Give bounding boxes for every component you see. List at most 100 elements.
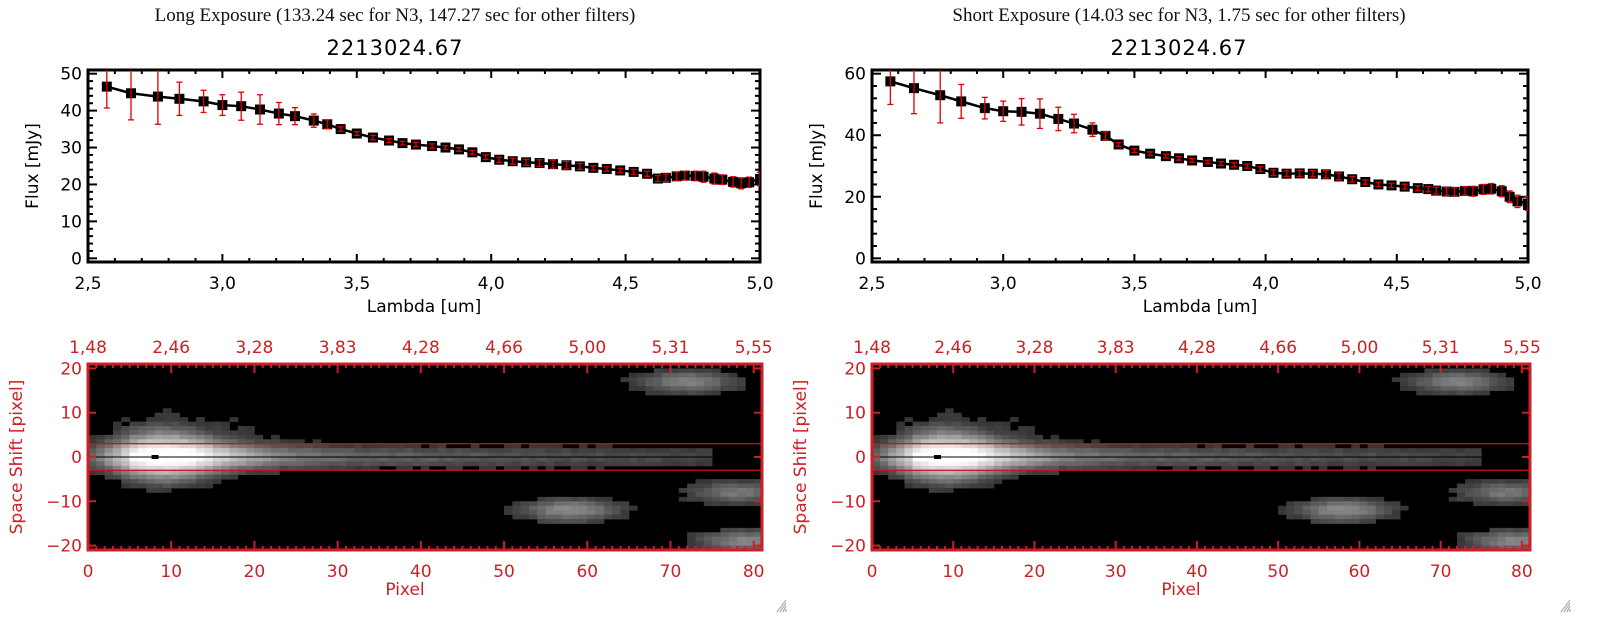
x-tick-label: 80	[1511, 562, 1533, 582]
error-bar	[1375, 181, 1382, 188]
error-bar	[1309, 169, 1316, 178]
y-tick-label: 0	[71, 448, 82, 468]
error-bar	[523, 158, 530, 166]
peak-marker	[933, 455, 941, 459]
error-bar	[1336, 172, 1343, 181]
error-bar	[730, 176, 737, 188]
error-bar	[1018, 97, 1025, 126]
error-bar	[673, 171, 680, 182]
y-tick-label: 20	[60, 359, 82, 379]
error-bar	[576, 162, 583, 170]
x-tick-label: 0	[867, 562, 878, 582]
error-bar	[746, 176, 753, 189]
error-bar	[1525, 196, 1528, 211]
x-tick-label: 20	[244, 562, 266, 582]
error-bar	[1131, 148, 1138, 154]
y-tick-label: 20	[60, 175, 82, 195]
error-bar	[386, 138, 393, 144]
y-tick-label: 0	[855, 448, 866, 468]
error-bar	[719, 174, 726, 186]
error-bar	[590, 164, 597, 171]
exposure-title: Short Exposure (14.03 sec for N3, 1.75 s…	[952, 5, 1406, 26]
exposure-title: Long Exposure (133.24 sec for N3, 147.27…	[154, 5, 636, 26]
x-axis-label: Lambda [um]	[1143, 297, 1257, 317]
error-bar	[310, 113, 317, 128]
y-tick-label: −10	[830, 492, 866, 512]
error-bar	[711, 172, 718, 185]
error-bar	[399, 140, 406, 146]
data-layer	[885, 70, 1528, 211]
error-bar	[981, 96, 988, 120]
x-tick-label: 30	[327, 562, 349, 582]
top-wavelength-label: 5,55	[1503, 338, 1541, 358]
error-bar	[154, 70, 161, 125]
plot-frame	[86, 68, 762, 264]
error-bar	[910, 70, 917, 115]
error-bar	[1401, 183, 1408, 190]
error-bar	[654, 174, 661, 183]
x-tick-label: 60	[576, 562, 598, 582]
error-bar	[887, 70, 894, 106]
error-bar	[275, 101, 282, 126]
error-bar	[1498, 185, 1505, 198]
error-bar	[128, 70, 135, 121]
y-tick-label: −20	[830, 537, 866, 557]
y-tick-label: 60	[844, 65, 866, 85]
y-tick-label: 0	[71, 249, 82, 269]
x-tick-label: 70	[660, 562, 682, 582]
x-tick-label: 20	[1024, 562, 1046, 582]
x-tick-label: 70	[1430, 562, 1452, 582]
error-bar	[1388, 182, 1395, 189]
error-bar	[1217, 161, 1224, 167]
y-tick-label: −10	[46, 492, 82, 512]
error-bar	[238, 91, 245, 121]
x-tick-label: 3,0	[209, 274, 236, 294]
x-axis-label: Lambda [um]	[367, 297, 481, 317]
plot-title: 2213024.67	[1110, 36, 1248, 60]
error-bar	[1244, 163, 1251, 169]
error-bar	[257, 94, 264, 125]
top-wavelength-label: 4,66	[485, 338, 523, 358]
error-bar	[103, 70, 110, 109]
error-bar	[442, 145, 449, 151]
error-bar	[700, 170, 707, 183]
error-bar	[1115, 141, 1122, 147]
error-bar	[550, 159, 557, 169]
y-tick-label: 20	[844, 359, 866, 379]
top-wavelength-label: 3,83	[1097, 338, 1135, 358]
error-bar	[603, 166, 610, 172]
error-bar	[291, 107, 298, 126]
error-bar	[1443, 187, 1450, 196]
spectral-image: 0 10 20 30 40 50 60 70 80 1,48 2,46 3,28 3,83 4,28 4,6…	[791, 338, 1541, 600]
y-tick-label: 40	[60, 102, 82, 122]
error-bar	[1162, 153, 1169, 159]
error-bar	[1000, 100, 1007, 123]
top-wavelength-label: 3,28	[1016, 338, 1054, 358]
top-wavelength-label: 4,28	[402, 338, 440, 358]
y-tick-label: 0	[855, 249, 866, 269]
top-wavelength-label: 3,28	[235, 338, 273, 358]
error-bar	[662, 173, 669, 183]
top-wavelength-label: 1,48	[69, 338, 107, 358]
x-tick-label: 3,0	[990, 274, 1017, 294]
error-bar	[369, 134, 376, 141]
resize-handle-icon	[776, 599, 787, 613]
resize-handle-icon	[1560, 599, 1571, 613]
x-tick-label: 50	[1267, 562, 1289, 582]
error-bar	[536, 159, 543, 168]
y-tick-label: −20	[46, 537, 82, 557]
top-wavelength-label: 5,31	[652, 338, 690, 358]
error-bar	[692, 170, 699, 182]
x-tick-label: 3,5	[343, 274, 370, 294]
error-bar	[353, 131, 360, 137]
x-axis-label: Pixel	[1161, 580, 1200, 600]
error-bar	[1451, 187, 1458, 197]
x-tick-label: 4,5	[612, 274, 639, 294]
error-bar	[509, 157, 516, 165]
y-axis-label: Space Shift [pixel]	[791, 380, 811, 535]
error-bar	[1462, 185, 1469, 196]
long-exposure-panel: Long Exposure (133.24 sec for N3, 147.27…	[0, 0, 790, 630]
data-layer	[101, 70, 760, 190]
